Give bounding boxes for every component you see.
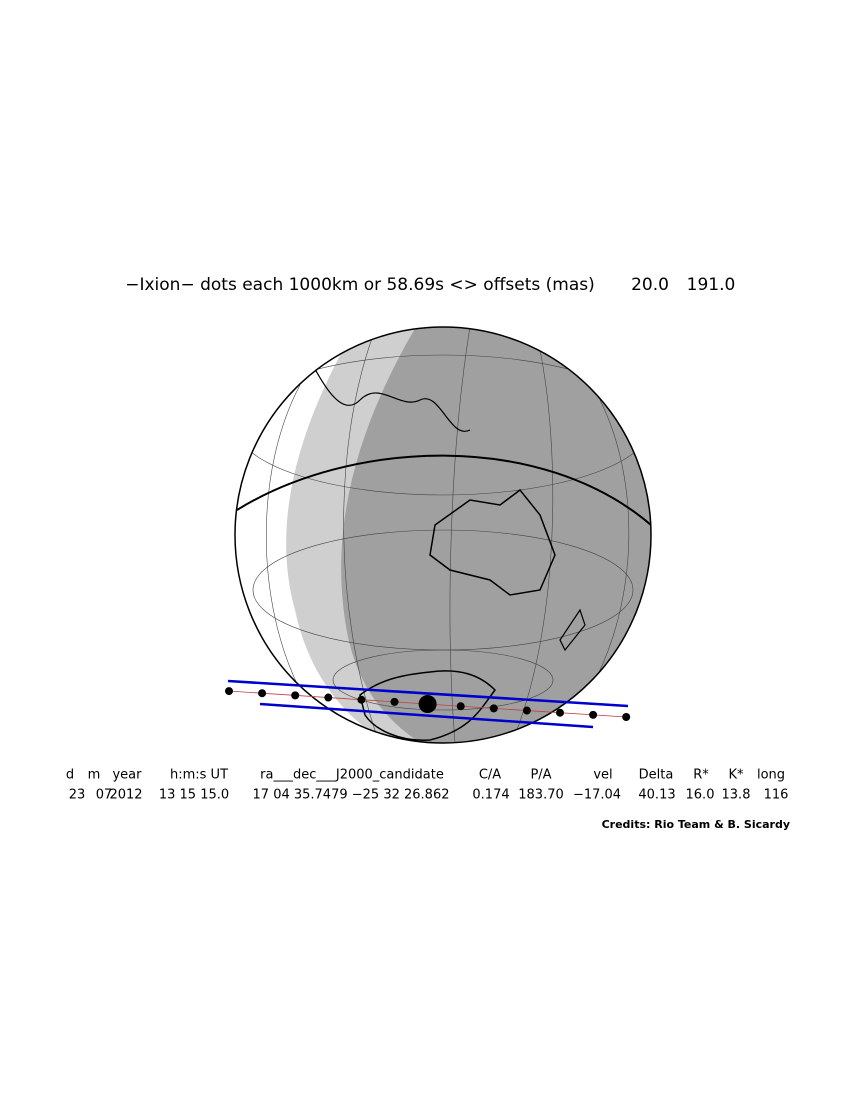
path-dot xyxy=(324,693,333,702)
table-header: h:m:s UT xyxy=(170,768,228,783)
table-value: 2012 xyxy=(109,788,142,803)
map-title: −Ixion− dots each 1000km or 58.69s <> of… xyxy=(125,275,595,295)
table-value: 183.70 xyxy=(518,788,564,803)
path-dot xyxy=(418,695,437,714)
table-header: C/A xyxy=(479,768,501,783)
table-value: 40.13 xyxy=(638,788,675,803)
table-header: year xyxy=(112,768,142,783)
table-value: −17.04 xyxy=(573,788,621,803)
table-header: R* xyxy=(693,768,709,783)
table-header: P/A xyxy=(530,768,551,783)
path-dot xyxy=(291,691,300,700)
path-dot xyxy=(622,713,631,722)
table-value: 13 15 15.0 xyxy=(159,788,229,803)
table-header: vel xyxy=(593,768,612,783)
table-value: 17 04 35.7479 −25 32 26.862 xyxy=(253,788,450,803)
globe xyxy=(234,326,652,744)
offset-x: 20.0 xyxy=(631,275,669,295)
table-header: long xyxy=(757,768,785,783)
table-value: 13.8 xyxy=(722,788,751,803)
shadow-path xyxy=(225,679,631,729)
path-dot xyxy=(522,706,531,715)
credits: Credits: Rio Team & B. Sicardy xyxy=(602,818,790,831)
path-dot xyxy=(225,687,233,696)
table-value: 07 xyxy=(96,788,113,803)
path-dot xyxy=(589,710,598,719)
path-dot xyxy=(357,695,366,704)
path-dot xyxy=(258,689,267,698)
table-value: 23 xyxy=(69,788,86,803)
offset-y: 191.0 xyxy=(687,275,736,295)
table-header: m xyxy=(88,768,101,783)
path-dot xyxy=(390,697,399,706)
table-value: 0.174 xyxy=(472,788,509,803)
table-header: K* xyxy=(728,768,744,783)
table-header: Delta xyxy=(639,768,674,783)
path-dot xyxy=(456,702,465,711)
table-value: 116 xyxy=(764,788,789,803)
path-dot xyxy=(556,708,564,717)
table-header: d xyxy=(66,768,74,783)
table-value: 16.0 xyxy=(686,788,715,803)
table-header: ra___dec___J2000_candidate xyxy=(260,768,444,783)
path-dot xyxy=(489,704,498,713)
